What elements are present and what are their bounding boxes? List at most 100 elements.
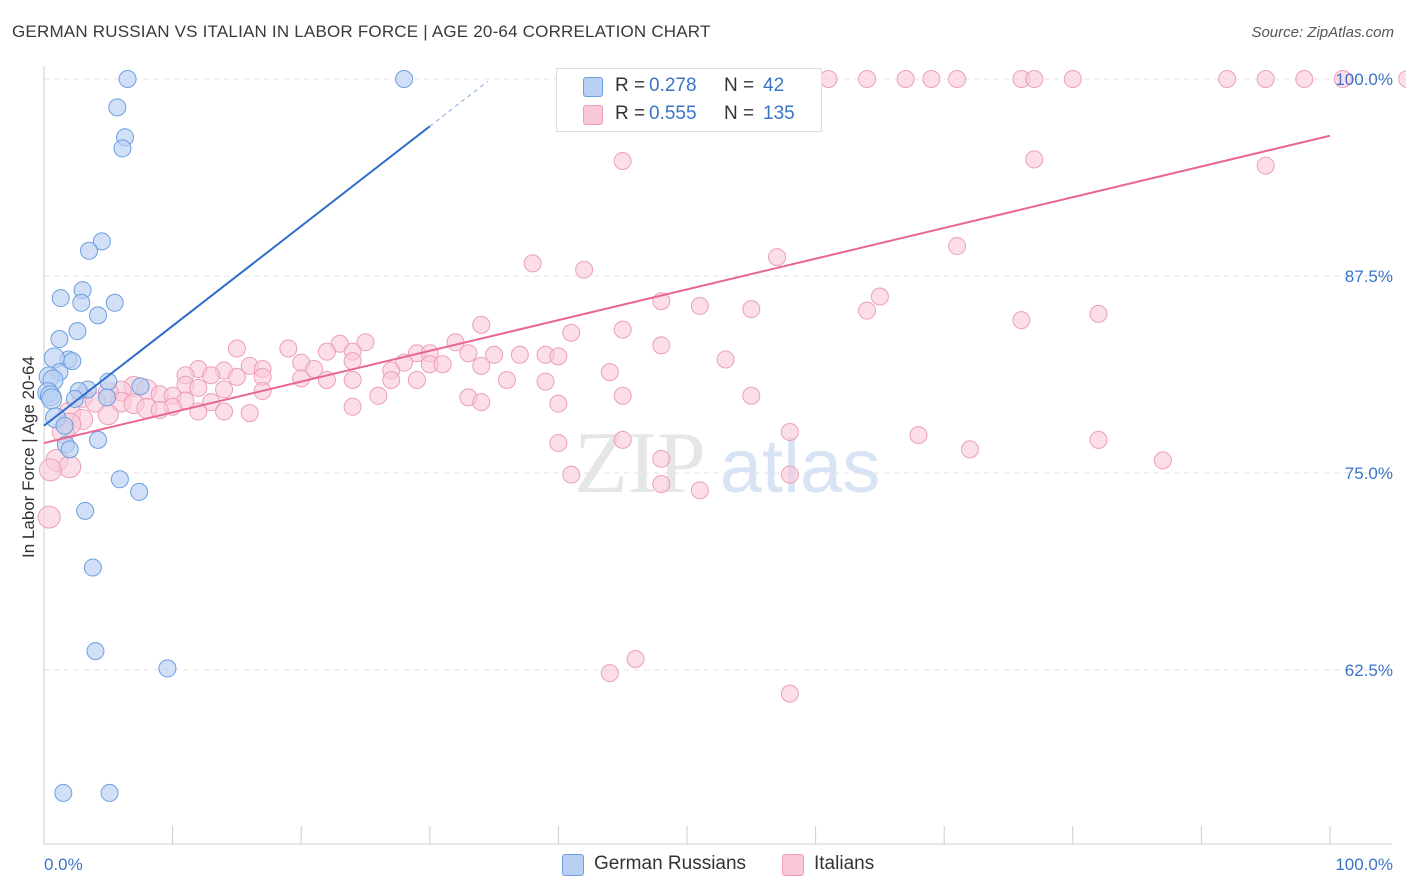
italian-point <box>1256 156 1275 175</box>
italian-point <box>742 386 761 405</box>
italian-point <box>780 423 799 442</box>
italian-point <box>652 449 671 468</box>
correlation-legend: R = 0.278 N = 42 R = 0.555 N = 135 <box>556 68 822 132</box>
german-point <box>60 440 79 459</box>
y-tick-label: 87.5% <box>1345 267 1393 286</box>
x-tick-label-min: 0.0% <box>44 855 83 874</box>
german-point <box>395 70 414 88</box>
german-point <box>130 482 149 501</box>
x-tick-label-max: 100.0% <box>1335 855 1393 874</box>
german-n-label: N = <box>724 75 755 96</box>
italian-point <box>472 356 491 375</box>
italian-point <box>1333 70 1352 88</box>
italian-point <box>97 404 119 426</box>
italian-point <box>562 323 581 342</box>
italian-point <box>330 334 349 353</box>
italian-point <box>38 458 62 482</box>
italian-point <box>215 402 234 421</box>
italian-point <box>536 372 555 391</box>
italian-points <box>37 70 1406 703</box>
italian-point <box>896 70 915 88</box>
italian-point <box>652 475 671 494</box>
italian-point <box>626 649 645 668</box>
italian-point <box>497 371 516 390</box>
italian-point <box>600 363 619 382</box>
y-tick-label: 75.0% <box>1345 464 1393 483</box>
italian-point <box>382 371 401 390</box>
italian-point <box>189 378 208 397</box>
italian-point <box>343 371 362 390</box>
italian-point <box>1025 70 1044 88</box>
italian-point <box>227 339 246 358</box>
german-point <box>105 293 124 312</box>
italian-point <box>240 404 259 423</box>
italian-point <box>227 367 246 386</box>
italian-point <box>613 151 632 170</box>
german-point <box>54 783 73 802</box>
italian-point <box>909 426 928 445</box>
german-point <box>55 416 74 435</box>
german-point <box>51 289 70 308</box>
italian-n-label: N = <box>724 103 755 124</box>
watermark-zip: ZIP <box>574 415 706 512</box>
italian-point <box>1012 311 1031 330</box>
german-point <box>68 322 87 341</box>
italian-point <box>549 347 568 366</box>
italian-point <box>472 393 491 412</box>
chart-title: GERMAN RUSSIAN VS ITALIAN IN LABOR FORCE… <box>12 22 711 41</box>
axes <box>43 66 1392 845</box>
german-point <box>86 642 105 661</box>
source-label: Source: ZipAtlas.com <box>1251 24 1394 41</box>
italian-point <box>690 481 709 500</box>
italian-point <box>858 70 877 88</box>
italian-point <box>1256 70 1275 88</box>
italian-legend-swatch <box>782 854 804 876</box>
german-point <box>83 558 102 577</box>
german-points <box>37 70 414 802</box>
italian-point <box>343 397 362 416</box>
italian-point <box>549 434 568 453</box>
legend-row-italian: R = 0.555 N = 135 <box>557 101 821 129</box>
series-legend: German Russians Italians <box>0 852 1406 878</box>
italian-r-value: 0.555 <box>649 103 697 124</box>
trend-lines <box>43 80 1331 445</box>
italian-point <box>1295 70 1314 88</box>
italian-point <box>613 386 632 405</box>
italian-point <box>485 345 504 364</box>
german-r-label: R = <box>615 75 646 96</box>
italian-point <box>1089 304 1108 323</box>
axis-labels: 62.5% 75.0% 87.5% 100.0% 0.0% 100.0% <box>44 70 1393 874</box>
y-axis-title: In Labor Force | Age 20-64 <box>19 356 38 558</box>
italian-point <box>459 344 478 363</box>
german-point <box>80 241 99 260</box>
german-point <box>98 388 117 407</box>
italian-point <box>37 505 61 529</box>
italian-point <box>613 320 632 339</box>
italian-point <box>870 287 889 306</box>
german-point <box>89 430 108 449</box>
italian-point <box>202 366 221 385</box>
german-point <box>92 232 111 251</box>
italian-point <box>742 300 761 319</box>
italian-point <box>279 339 298 358</box>
italian-swatch <box>583 105 603 125</box>
italian-point <box>510 345 529 364</box>
german-r-value: 0.278 <box>649 75 697 96</box>
italian-point <box>549 394 568 413</box>
german-point <box>50 330 69 349</box>
italian-point <box>948 237 967 256</box>
german-point <box>108 98 127 117</box>
italian-point <box>523 254 542 273</box>
german-trend-extension <box>429 80 488 127</box>
italian-n-value: 135 <box>763 103 795 124</box>
italian-point <box>356 333 375 352</box>
italian-point <box>407 371 426 390</box>
italian-legend-label: Italians <box>814 853 875 874</box>
italian-point <box>1218 70 1237 88</box>
italian-point <box>768 248 787 267</box>
italian-point <box>960 440 979 459</box>
italian-point <box>1153 451 1172 470</box>
german-point <box>158 659 177 678</box>
italian-point <box>317 342 336 361</box>
